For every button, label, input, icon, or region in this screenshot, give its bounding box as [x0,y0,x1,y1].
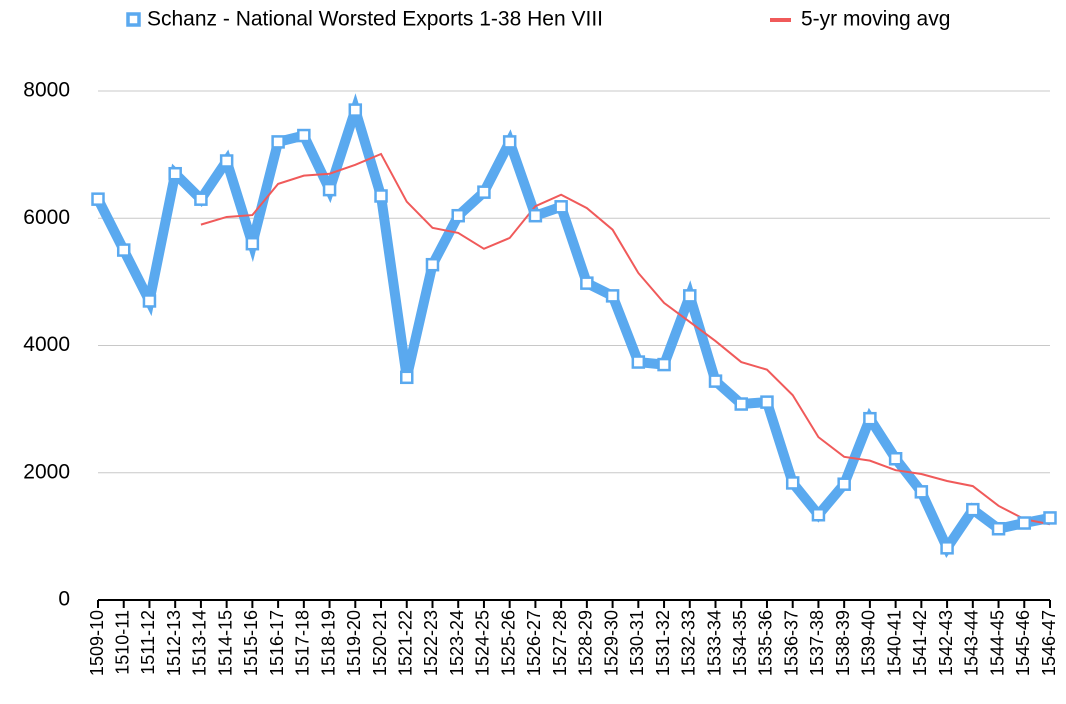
x-tick-label: 1525-26 [498,610,518,676]
line [93,93,1051,559]
point-marker [194,192,208,206]
y-tick-label: 0 [58,588,70,611]
point-marker [966,502,980,517]
x-tick-label: 1545-46 [1013,610,1033,676]
point-marker [219,154,234,168]
point-marker [631,355,646,369]
line [200,152,1051,526]
point-marker [116,243,131,257]
x-tick-label: 1523-24 [447,610,467,676]
x-tick-label: 1515-16 [241,610,261,676]
x-tick-label: 1534-35 [730,610,750,676]
point-marker [297,128,311,143]
x-tick-label: 1544-45 [987,610,1007,676]
point-marker [708,374,723,388]
x-tick-label: 1533-34 [704,610,724,676]
x-tick-label: 1510-11 [112,610,132,675]
point-marker [888,452,903,466]
point-marker [837,477,851,491]
point-marker [91,192,105,206]
x-tick-label: 1532-33 [679,610,699,676]
x-tick-label: 1514-15 [215,610,235,676]
point-marker [760,395,774,409]
x-tick-label: 1539-40 [859,610,879,676]
legend-marker [126,12,141,27]
y-tick-label: 4000 [23,333,70,356]
point-marker [811,507,826,522]
point-marker [863,411,877,426]
point-marker [605,289,620,303]
point-marker [580,276,594,290]
point-marker [554,200,568,214]
point-marker [425,257,440,272]
point-marker [322,182,337,197]
x-tick-label: 1524-25 [473,610,493,676]
point-marker [502,135,517,149]
x-tick-label: 1520-21 [370,610,390,676]
x-tick-label: 1517-18 [293,610,313,676]
point-marker [245,236,260,251]
legend-label: 5-yr moving avg [801,8,950,31]
point-marker [991,521,1006,536]
x-tick-label: 1527-28 [550,610,570,676]
x-tick-label: 1530-31 [627,610,647,676]
point-marker [142,294,157,308]
x-tick-label: 1512-13 [164,610,184,676]
point-marker [400,370,414,385]
x-tick-label: 1536-37 [781,610,801,676]
point-marker [271,135,285,149]
point-marker [374,189,388,203]
point-marker [168,166,182,181]
point-marker [734,397,748,411]
point-marker [451,208,465,223]
x-tick-label: 1522-23 [421,610,441,676]
x-tick-label: 1526-27 [524,610,544,676]
y-tick-label: 2000 [23,460,70,483]
x-tick-label: 1546-47 [1039,610,1059,676]
y-tick-label: 8000 [23,79,70,102]
x-tick-label: 1537-38 [807,610,827,676]
x-tick-label: 1541-42 [910,610,930,676]
legend-label: Schanz - National Worsted Exports 1-38 H… [147,8,603,31]
point-marker [657,357,671,372]
x-tick-label: 1519-20 [344,610,364,676]
x-tick-label: 1518-19 [318,610,338,676]
x-tick-label: 1543-44 [962,610,982,676]
point-marker [477,185,491,199]
x-tick-label: 1538-39 [833,610,853,676]
point-marker [528,208,543,223]
point-marker [348,103,363,117]
x-tick-label: 1535-36 [756,610,776,676]
x-tick-label: 1528-29 [576,610,596,676]
x-tick-label: 1511-12 [138,610,158,675]
x-tick-label: 1531-32 [653,610,673,676]
y-tick-label: 6000 [23,206,70,229]
x-tick-label: 1513-14 [190,610,210,676]
x-tick-label: 1516-17 [267,610,287,676]
point-marker [940,541,954,555]
point-marker [785,476,800,490]
x-tick-label: 1540-41 [884,610,904,676]
point-marker [1043,511,1057,525]
x-tick-label: 1509-10 [87,610,107,676]
x-tick-label: 1521-22 [396,610,416,676]
point-marker [683,289,697,303]
point-marker [1017,516,1032,530]
point-marker [914,485,929,499]
x-tick-label: 1542-43 [936,610,956,676]
x-tick-label: 1529-30 [601,610,621,676]
